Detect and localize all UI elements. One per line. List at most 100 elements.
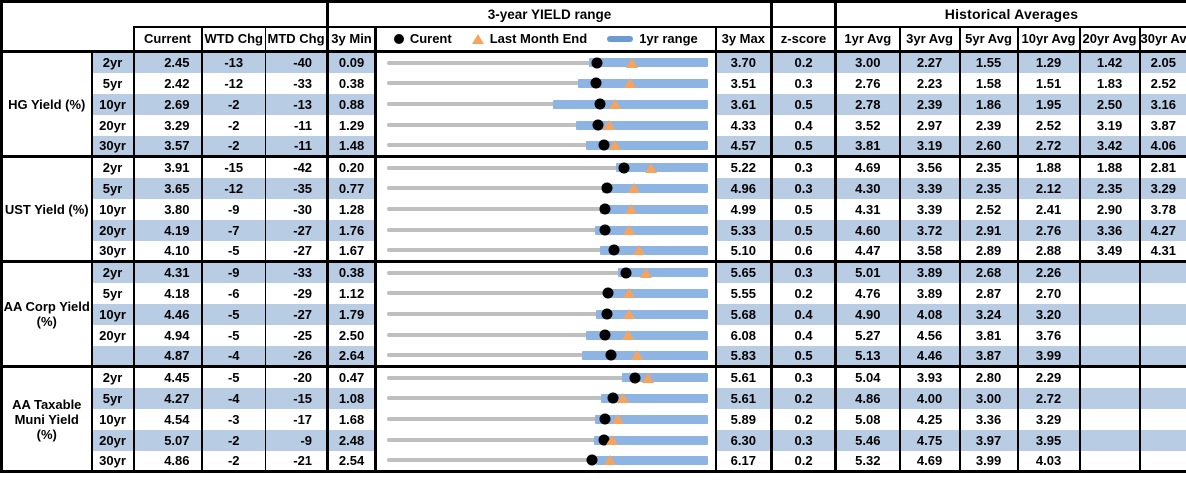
wtd-chg-value: -4 [201,345,266,367]
table-row: UST Yield (%) 2yr 3.91 -15 -42 0.20 5.22 … [1,155,1186,262]
mtd-chg-value: -40 [265,50,330,73]
range-chart [375,303,717,325]
tenor-label: 5yr [90,177,135,199]
current-marker-icon [599,203,611,215]
20yr-avg-value: 2.90 [1079,198,1141,220]
z-score-value: 0.2 [771,408,838,430]
mtd-chg-value: -42 [265,155,330,178]
3y-max-value: 3.70 [715,50,774,73]
5yr-avg-value: 2.39 [959,114,1019,136]
1yr-avg-value: 4.47 [835,240,901,262]
3y-min-value: 1.29 [326,114,378,136]
legend-range-label: 1yr range [639,31,698,47]
20yr-avg-value: 1.88 [1079,155,1141,178]
range-chart [375,114,717,136]
3y-min-value: 1.67 [326,240,378,262]
3y-min-value: 0.20 [326,155,378,178]
3yr-avg-value: 4.25 [899,408,961,430]
3y-min-value: 0.38 [326,72,378,94]
last-month-end-marker-icon [633,245,646,256]
current-marker-icon [599,413,611,425]
3y-range-track [387,81,708,85]
5yr-avg-value: 2.68 [959,260,1019,283]
wtd-chg-value: -9 [201,260,266,283]
1yr-avg-value: 4.60 [835,219,901,241]
tenor-label: 10yr [90,303,135,325]
3y-max-value: 5.83 [715,345,774,367]
wtd-chg-value: -2 [201,135,266,157]
1yr-range-bar [622,373,708,383]
range-chart [375,365,717,388]
30yr-avg-value [1140,325,1186,346]
10yr-avg-value: 3.76 [1017,324,1081,346]
table-row: AA Taxable Muni Yield (%) 2yr 4.45 -5 -20 0… [1,365,1186,472]
1yr-range-bar [595,225,708,235]
mtd-chg-value: -29 [265,282,330,304]
30yr-avg-value [1139,387,1186,409]
range-chart [375,408,717,430]
20yr-avg-value: 3.49 [1079,240,1141,262]
3y-range-track [387,438,708,442]
col-header-3y-min: 3y Min [326,25,378,53]
table-body: HG Yield (%) 2yr 2.45 -13 -40 0.09 3.70 0… [1,50,1186,472]
wtd-chg-value: -6 [201,282,266,304]
header-blank-labels [1,26,134,53]
5yr-avg-value: 3.87 [959,345,1019,367]
tenor-label: 10yr [90,408,135,430]
20yr-avg-value [1079,365,1141,388]
tenor-label: 5yr [90,387,135,409]
3yr-avg-value: 3.72 [899,219,961,241]
mtd-chg-value: -25 [265,324,330,346]
1yr-avg-value: 2.78 [835,93,901,115]
current-marker-icon [598,434,610,446]
last-month-end-marker-icon [641,372,654,383]
table-row: 4.87 -4 -26 2.64 5.83 0.5 5.13 4.46 3.87… [2,345,1186,367]
last-month-end-marker-icon [611,414,624,424]
3yr-avg-value: 4.00 [899,387,961,409]
3yr-avg-value: 3.93 [899,365,961,388]
1yr-range-bar [604,288,708,298]
z-score-value: 0.6 [771,240,838,262]
range-chart-plot [387,325,708,346]
wtd-chg-value: -2 [201,93,266,115]
tenor-label: 20yr [90,219,135,241]
3y-min-value: 0.09 [326,50,378,73]
3y-min-value: 0.88 [326,93,378,115]
1yr-avg-value: 5.04 [835,365,901,388]
3y-max-value: 5.61 [715,387,774,409]
3yr-avg-value: 4.69 [899,450,961,472]
z-score-value: 0.3 [771,155,838,178]
30yr-avg-value [1140,409,1186,430]
last-month-end-marker-icon [624,204,637,214]
current-marker-icon [607,392,619,404]
3y-max-value: 6.17 [715,450,774,472]
3y-min-value: 1.79 [326,303,378,325]
z-score-value: 0.4 [771,324,838,346]
1yr-avg-value: 3.81 [835,135,901,157]
current-value: 4.86 [133,450,203,472]
current-value: 4.10 [133,240,203,262]
range-chart-plot [387,55,708,73]
tenor-label: 2yr [90,155,135,178]
3y-range-track [387,353,708,358]
current-marker-icon [618,162,630,174]
1yr-range-bar [578,78,708,88]
current-marker-icon [605,349,617,361]
3y-max-value: 4.57 [715,135,774,157]
3y-max-value: 5.65 [715,260,774,283]
current-value: 3.80 [133,198,203,220]
current-value: 2.69 [133,93,203,115]
legend-lme-label: Last Month End [489,31,588,47]
10yr-avg-value: 3.95 [1017,429,1081,451]
current-marker-icon [620,267,632,279]
yield-table: 3-year YIELD range Historical Averages C… [0,0,1186,473]
tenor-label: 5yr [90,282,135,304]
tenor-label: 30yr [90,450,135,472]
range-chart [375,50,717,73]
range-chart-plot [387,409,708,430]
mtd-chg-value: -21 [265,450,330,472]
20yr-avg-value: 3.42 [1079,135,1141,157]
3y-range-track [387,186,708,190]
current-value: 3.65 [133,177,203,199]
current-marker-icon [602,287,614,299]
